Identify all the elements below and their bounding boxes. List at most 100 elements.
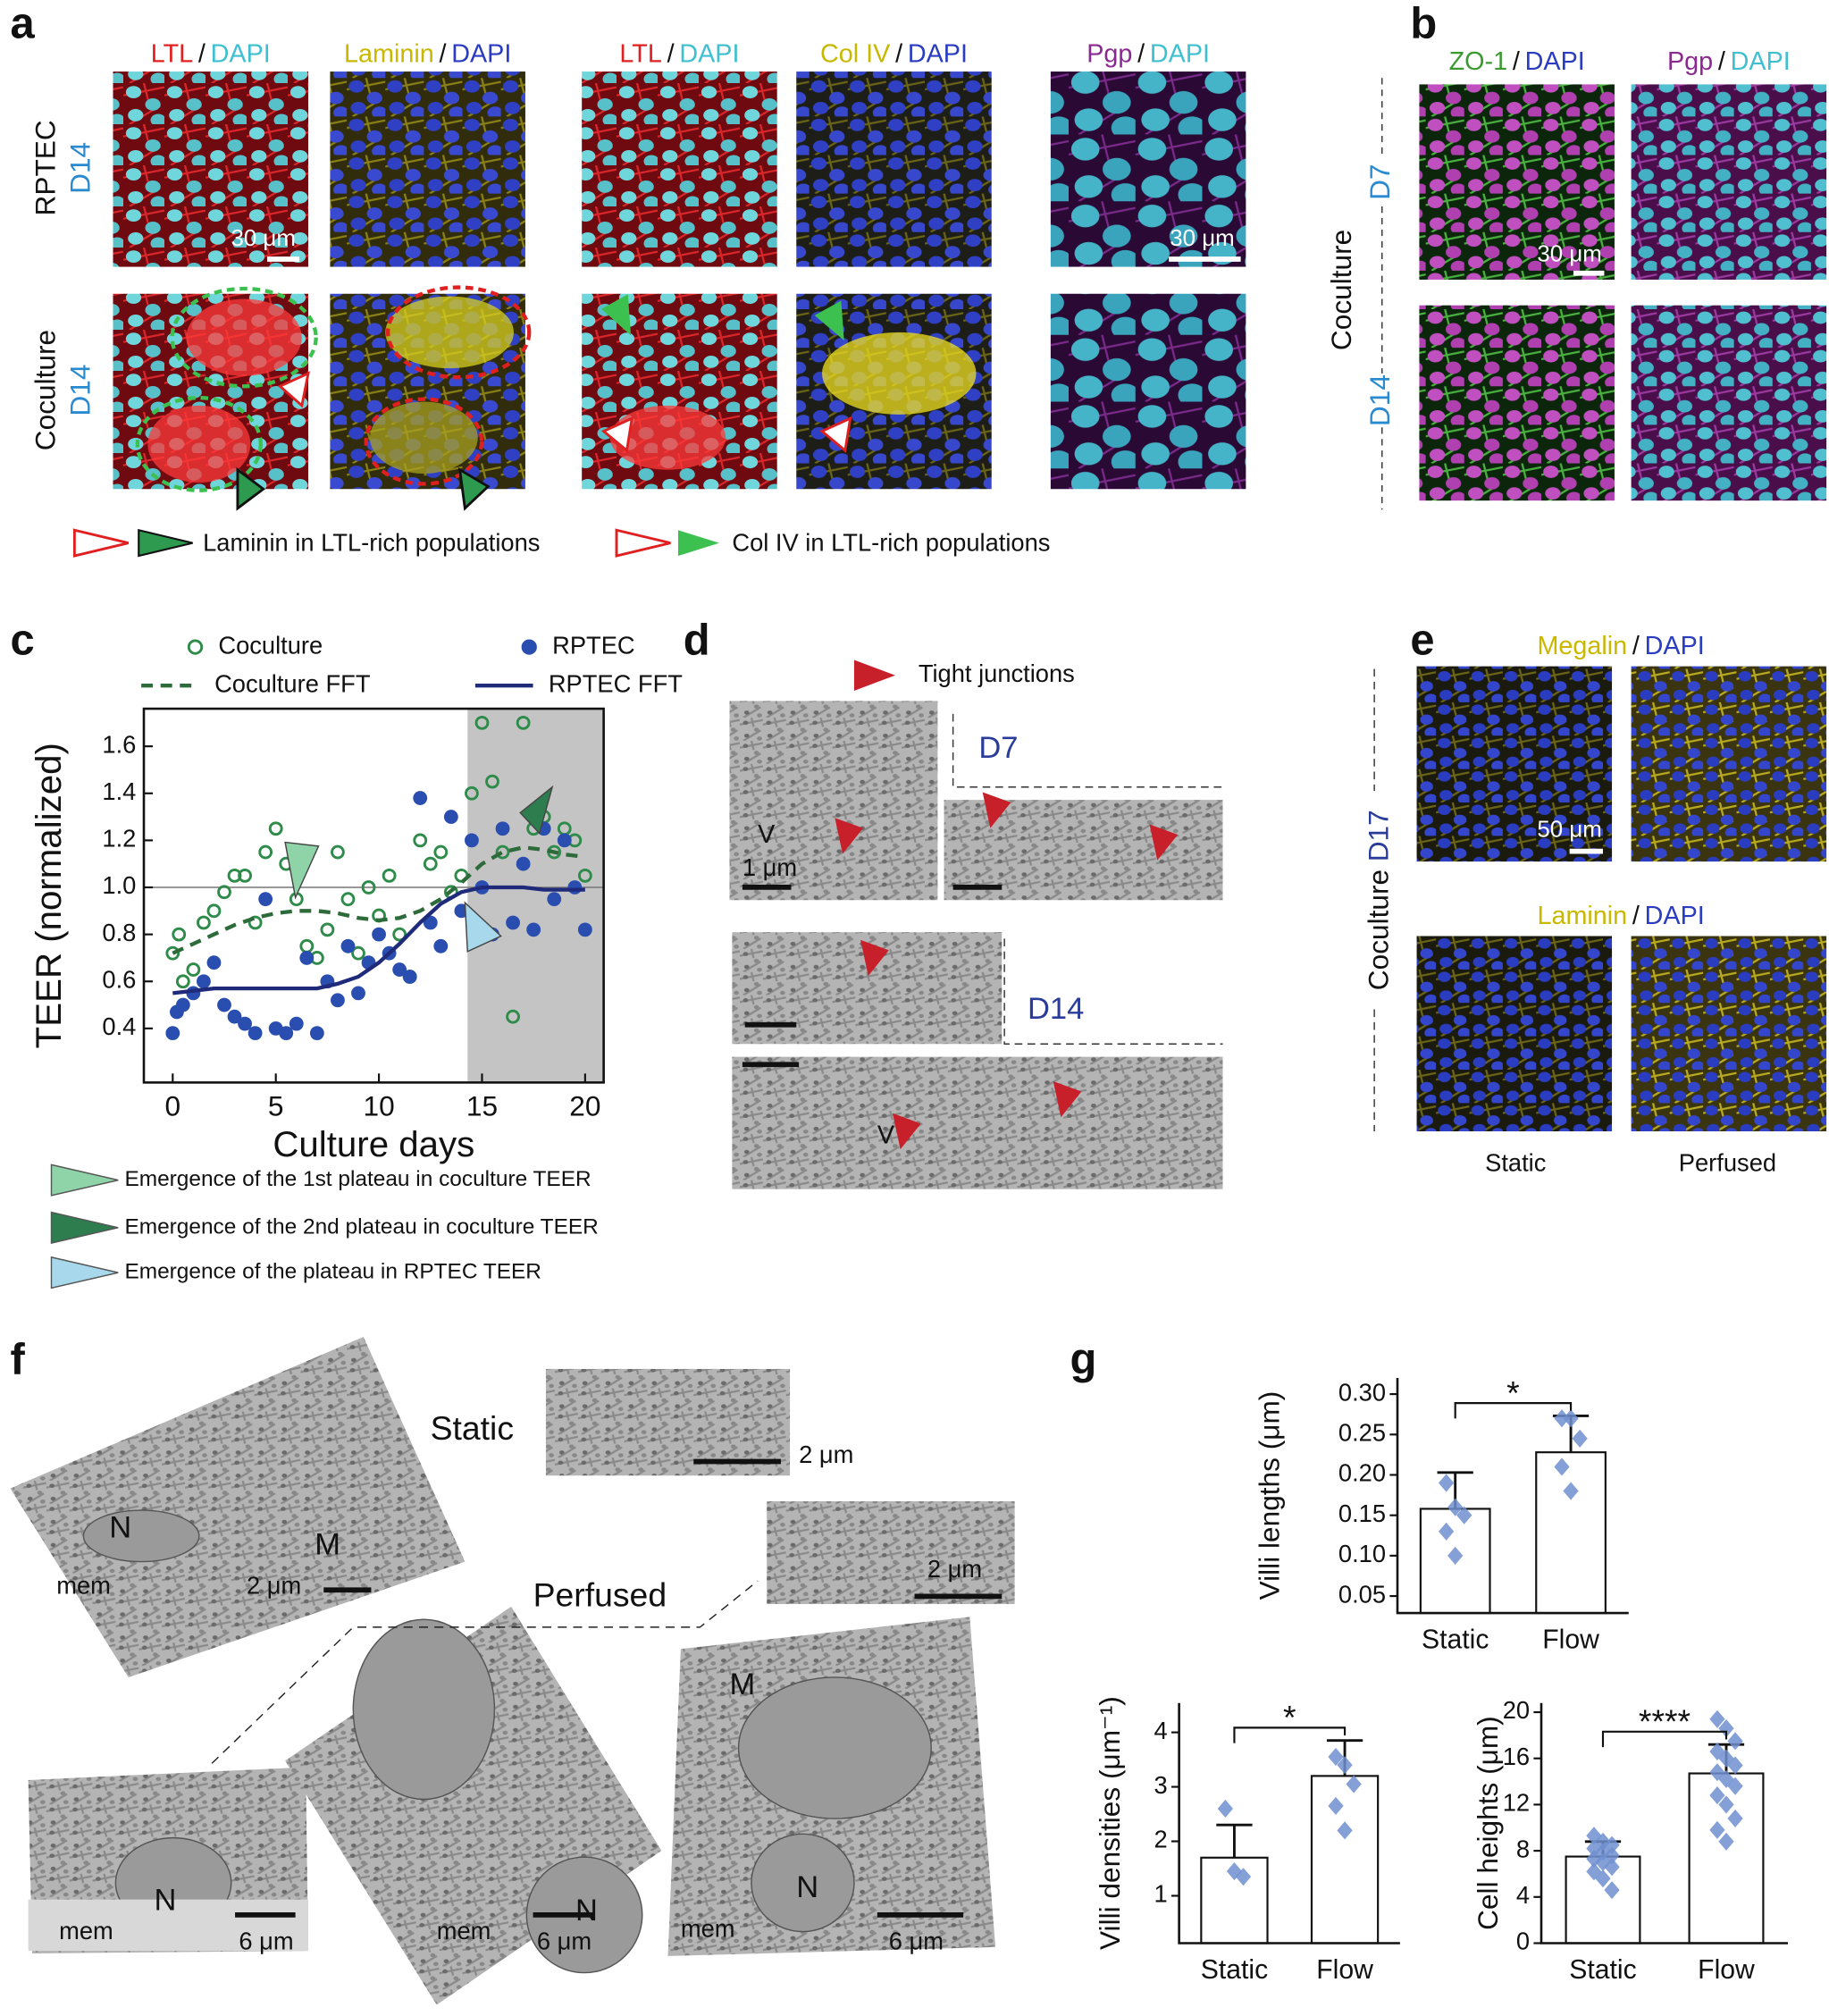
row-label: D7 [1363,164,1396,199]
nucleus-label: N [109,1511,131,1545]
panel-label: b [1410,0,1437,48]
y-tick-label: 4 [1154,1717,1168,1744]
em-nucleus [751,1833,855,1933]
data-point [268,821,283,836]
data-point [1604,1835,1620,1854]
junction-arrow [835,818,863,854]
row-label: RPTEC [29,120,62,215]
data-point [1718,1795,1734,1814]
stain-header: Pgp / DAPI [1086,39,1210,68]
fit-line [172,845,586,955]
y-tick-label: 8 [1516,1835,1530,1862]
y-tick-label: 0.30 [1338,1378,1386,1406]
y-tick-label: 16 [1503,1743,1530,1770]
micrograph [1631,305,1827,501]
stain-name: Col IV [820,39,891,68]
data-point [1563,1409,1579,1428]
day-label: D14 [1028,992,1084,1026]
nucleus-label: N [796,1870,818,1904]
scale-label: 6 μm [537,1928,591,1955]
scale-label: 6 μm [889,1928,944,1955]
data-point [372,927,386,942]
row-label: D14 [1363,374,1396,426]
data-point [1346,1775,1362,1793]
data-point [516,856,531,871]
data-point [299,951,315,965]
data-point [495,821,510,836]
data-point [1337,1756,1353,1775]
highlight [822,332,977,415]
stain-name: / [1137,39,1145,68]
legend-arrow [615,528,671,558]
data-point [299,938,315,953]
data-point [175,974,190,989]
data-point [217,885,231,900]
em-image [729,701,938,901]
junction-arrow [982,792,1011,828]
plot-frame [142,707,605,1084]
micrograph [1419,305,1615,501]
data-point [172,927,187,942]
vesicle-label: V [758,820,776,849]
stain-name: DAPI [679,39,739,68]
em-nucleus [82,1509,200,1563]
stain-name: DAPI [1150,39,1210,68]
y-axis-label: Villi densities (μm⁻¹) [1094,1696,1126,1950]
significance-label: * [1506,1373,1520,1411]
arrowhead [601,294,632,336]
arrowhead [457,466,491,511]
y-axis-label: Cell heights (μm) [1472,1716,1504,1930]
data-point [331,844,345,860]
arrowhead [814,300,844,340]
axis [1540,1702,1788,1945]
group-label: Coculture D17 [1363,810,1395,990]
data-point [465,785,479,801]
data-point [474,715,490,730]
bar [1310,1775,1380,1945]
data-point [1439,1522,1455,1541]
arrowhead [600,416,634,453]
data-point [1586,1839,1602,1858]
data-point [392,962,407,977]
stain-name: Pgp [1086,39,1132,68]
mito-label: M [730,1667,756,1701]
day: D17 [1363,810,1395,861]
data-point [248,915,263,930]
data-point [423,856,438,871]
y-tick-label: 1.2 [102,825,136,853]
membrane-label: mem [56,1572,111,1600]
highlight [186,298,302,376]
stain-header: Pgp / DAPI [1667,47,1791,76]
stain-header: Megalin / DAPI [1537,632,1704,660]
y-tick-label: 0.4 [102,1012,136,1040]
y-tick-label: 0.15 [1338,1499,1386,1527]
data-point [1328,1747,1344,1767]
legend-text: Laminin in LTL-rich populations [203,528,540,556]
highlight [385,296,514,369]
micrograph [1050,293,1246,490]
stain-name: LTL [619,39,661,68]
data-point [1718,1719,1734,1738]
arrowhead [819,416,852,453]
data-point [248,1026,263,1041]
data-point [577,922,592,937]
plateau-marker [464,901,502,953]
plateau-marker [284,841,320,900]
data-point [1439,1474,1455,1492]
y-tick-label: 0.25 [1338,1418,1386,1446]
stain-header: Col IV / DAPI [820,39,968,68]
y-axis-label: TEER (normalized) [29,743,69,1048]
data-point [557,833,572,848]
data-point [1709,1709,1725,1728]
data-point [485,774,499,789]
em-image [545,1368,791,1476]
data-point [1572,1429,1588,1448]
stain-name: / [1513,47,1520,76]
data-point [165,1026,180,1041]
y-tick-label: 0.8 [102,919,136,946]
legend-arrow [853,659,895,691]
data-point [577,868,592,883]
data-point [526,922,541,937]
nucleus-label: N [155,1884,177,1918]
